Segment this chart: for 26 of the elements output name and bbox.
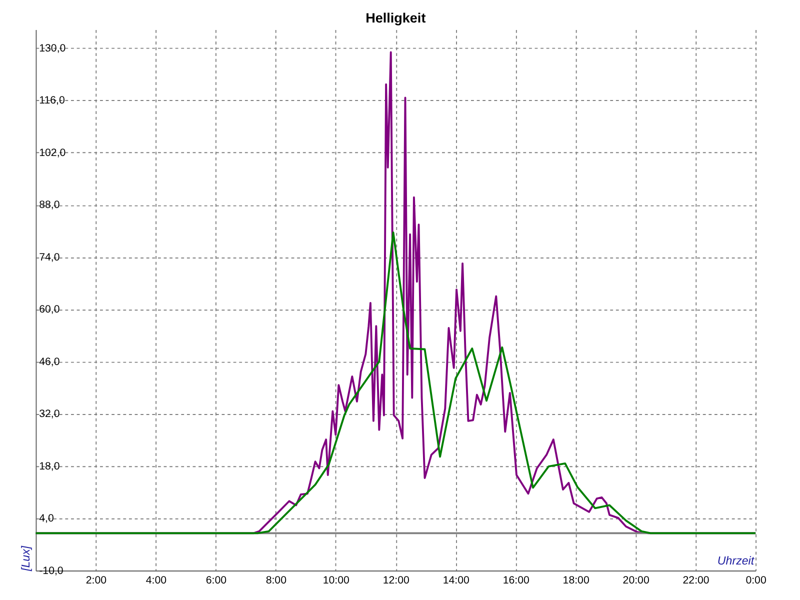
chart-title: Helligkeit: [366, 10, 426, 26]
x-tick-label: 16:00: [502, 574, 530, 587]
line-series: [34, 231, 757, 534]
x-tick-label: 22:00: [682, 574, 710, 587]
y-tick-label: 46,0: [39, 356, 60, 368]
y-tick-label: 102,0: [39, 146, 66, 159]
y-tick-label: 32,0: [39, 408, 60, 420]
y-tick-label: 116,0: [39, 94, 65, 107]
x-tick-label: 6:00: [206, 574, 227, 587]
x-axis-title: Uhrzeit: [717, 555, 755, 568]
y-tick-label: 18,0: [39, 460, 60, 472]
x-tick-label: 8:00: [266, 574, 287, 587]
x-tick-label: 4:00: [146, 574, 167, 587]
x-tick-label: 2:00: [86, 574, 107, 587]
x-tick-label: 10:00: [322, 574, 350, 587]
y-axis-title: [Lux]: [20, 545, 32, 572]
x-tick-label: 0:00: [746, 574, 766, 587]
x-tick-label: 14:00: [442, 574, 470, 587]
y-tick-label: 130,0: [39, 42, 66, 55]
x-tick-label: 18:00: [562, 574, 590, 587]
y-tick-label: 60,0: [39, 304, 60, 316]
y-tick-label: 88,0: [39, 199, 60, 212]
y-tick-label: 4,0: [39, 512, 54, 525]
x-tick-label: 20:00: [622, 574, 650, 587]
x-tick-label: 12:00: [382, 574, 410, 587]
y-tick-label: 74,0: [39, 251, 60, 264]
